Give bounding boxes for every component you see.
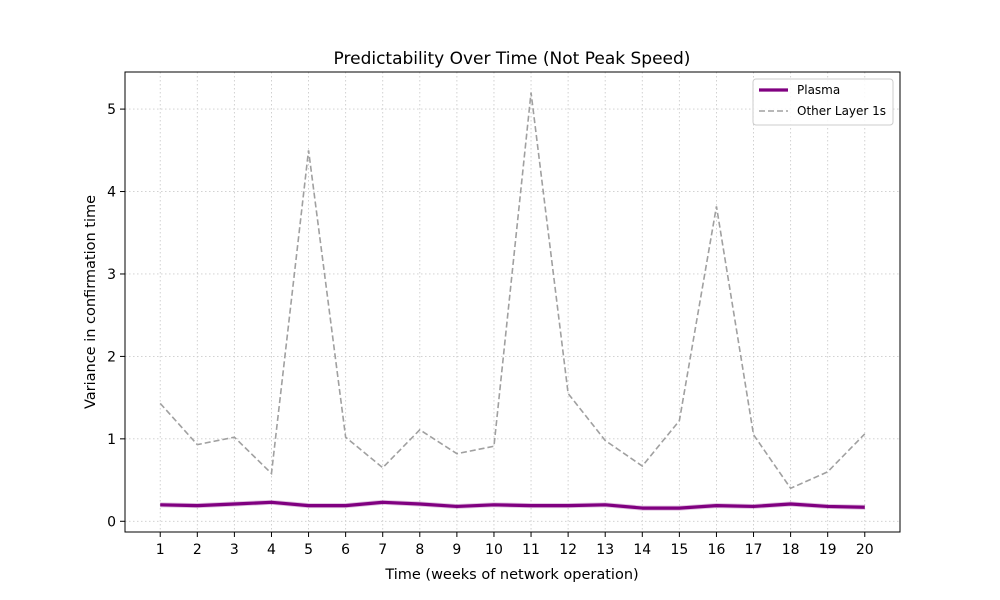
x-tick-label: 12: [559, 542, 577, 558]
y-axis-label: Variance in confirmation time: [83, 195, 99, 409]
x-tick-label: 11: [522, 542, 540, 558]
x-tick-label: 18: [782, 542, 800, 558]
x-tick-label: 20: [856, 542, 874, 558]
legend-label-other-layer-1s: Other Layer 1s: [797, 104, 886, 118]
y-axis-ticks: 0 1 2 3 4 5: [107, 102, 125, 530]
x-axis-ticks: 1 2 3 4 5 6 7 8 9 10 11 12 13 14 15 16 17 18 19 20: [156, 532, 874, 558]
y-tick-label: 3: [107, 267, 116, 283]
x-tick-label: 4: [267, 542, 276, 558]
x-tick-label: 17: [745, 542, 763, 558]
plot-area: [159, 92, 866, 511]
y-tick-label: 5: [107, 102, 116, 118]
series-line-other-layer-1s: [159, 92, 866, 490]
grid: [125, 72, 900, 532]
legend: Plasma Other Layer 1s: [752, 78, 894, 126]
x-tick-label: 8: [415, 542, 424, 558]
x-axis-label: Time (weeks of network operation): [384, 567, 638, 583]
x-tick-label: 1: [156, 542, 165, 558]
plot-frame: [124, 71, 901, 533]
y-tick-label: 0: [107, 514, 116, 530]
x-tick-label: 15: [670, 542, 688, 558]
x-tick-label: 6: [341, 542, 350, 558]
x-tick-label: 10: [485, 542, 503, 558]
x-tick-label: 2: [193, 542, 202, 558]
x-tick-label: 16: [708, 542, 726, 558]
x-tick-label: 9: [452, 542, 461, 558]
y-tick-label: 4: [107, 185, 116, 201]
x-tick-label: 3: [230, 542, 239, 558]
x-tick-label: 14: [633, 542, 651, 558]
x-tick-label: 19: [819, 542, 837, 558]
x-tick-label: 5: [304, 542, 313, 558]
x-tick-label: 7: [378, 542, 387, 558]
y-tick-label: 1: [107, 432, 116, 448]
legend-label-plasma: Plasma: [797, 83, 840, 97]
chart-title: Predictability Over Time (Not Peak Speed…: [334, 49, 691, 69]
series-line-plasma: [160, 500, 865, 510]
y-tick-label: 2: [107, 349, 116, 365]
x-tick-label: 13: [596, 542, 614, 558]
